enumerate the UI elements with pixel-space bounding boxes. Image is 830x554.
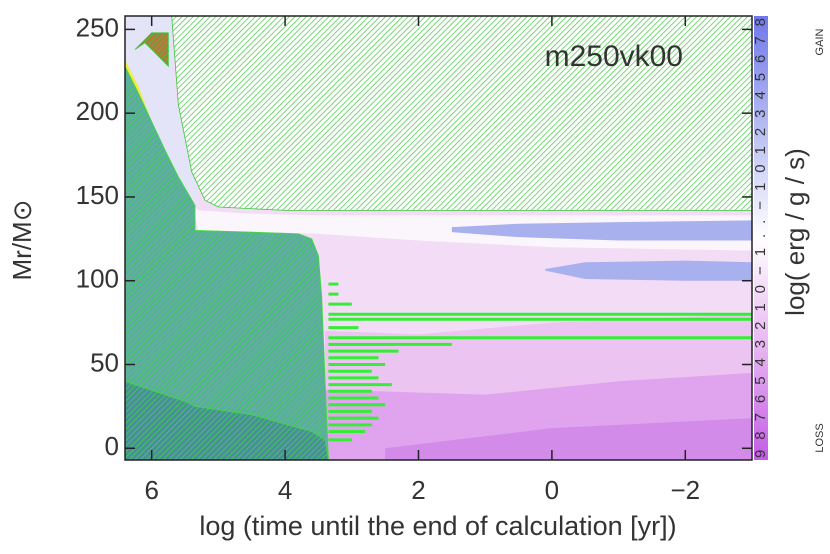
x-tick-label: 0 [545, 475, 559, 505]
energy-region [545, 260, 752, 281]
convective-hatch [171, 16, 752, 211]
colorbar-label: log( erg / g / s) [780, 148, 810, 316]
y-tick-label: 250 [76, 12, 119, 42]
x-tick-label: 6 [144, 475, 158, 505]
y-tick-label: 100 [76, 264, 119, 294]
plot-frame [124, 15, 753, 461]
colorbar-ticks: 9876543210−1..−1012345678 [752, 18, 769, 458]
y-tick-label: 0 [105, 431, 119, 461]
colorbar [754, 16, 768, 460]
y-tick-label: 50 [90, 347, 119, 377]
energy-region [451, 220, 752, 241]
convective-hatch [125, 380, 329, 460]
y-tick-label: 200 [76, 96, 119, 126]
loss-label: LOSS [814, 423, 826, 452]
convective-hatch [125, 66, 329, 460]
y-tick-label: 150 [76, 180, 119, 210]
x-axis-label: log (time until the end of calculation [… [199, 511, 676, 541]
x-tick-label: 2 [411, 475, 425, 505]
x-tick-label: 4 [278, 475, 292, 505]
chart-title: m250vk00 [545, 40, 683, 73]
energy-region [385, 418, 752, 460]
gain-label: GAIN [814, 29, 826, 56]
energy-region [125, 16, 199, 204]
convective-hatch [134, 32, 169, 68]
x-tick-label: −2 [670, 475, 700, 505]
y-axis-label: Mr/M⊙ [7, 200, 37, 281]
